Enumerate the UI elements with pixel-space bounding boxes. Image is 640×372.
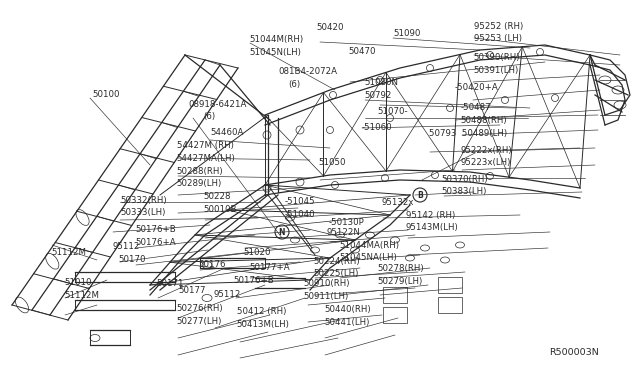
Text: 50390(RH): 50390(RH): [474, 53, 520, 62]
Text: -51040: -51040: [284, 210, 315, 219]
Text: 50370(RH): 50370(RH): [442, 175, 488, 184]
Text: 51045NA(LH): 51045NA(LH): [339, 253, 397, 262]
Bar: [438, 277, 462, 293]
Text: 50288(RH): 50288(RH): [177, 167, 223, 176]
Text: 50177+A: 50177+A: [250, 263, 290, 272]
Text: B: B: [417, 190, 423, 199]
Text: 50420: 50420: [317, 23, 344, 32]
Text: 50010B: 50010B: [204, 205, 237, 214]
Bar: [383, 287, 407, 303]
Text: 51080N: 51080N: [365, 78, 399, 87]
Text: 50383(LH): 50383(LH): [442, 187, 487, 196]
Text: 51090: 51090: [394, 29, 421, 38]
Text: 54427M (RH): 54427M (RH): [177, 141, 234, 150]
Bar: [383, 307, 407, 323]
Text: (6): (6): [204, 112, 216, 121]
Text: 50177: 50177: [178, 286, 205, 295]
Text: 51044MA(RH): 51044MA(RH): [339, 241, 399, 250]
Text: 51044M(RH): 51044M(RH): [250, 35, 304, 44]
Text: 50225(LH): 50225(LH): [314, 269, 359, 278]
Text: 95142 (RH): 95142 (RH): [406, 211, 455, 219]
Text: 95253 (LH): 95253 (LH): [474, 34, 522, 43]
Text: 50176+B: 50176+B: [233, 276, 274, 285]
Text: -50420+A: -50420+A: [454, 83, 498, 92]
Text: 50470: 50470: [349, 47, 376, 56]
Text: 50170: 50170: [118, 255, 146, 264]
Text: 95223x(LH): 95223x(LH): [461, 158, 511, 167]
Text: 95122N: 95122N: [326, 228, 360, 237]
Text: 50412 (RH): 50412 (RH): [237, 307, 286, 316]
Bar: [438, 297, 462, 313]
Text: 95222x(RH): 95222x(RH): [461, 146, 513, 155]
Text: 50276(RH): 50276(RH): [177, 304, 223, 313]
Text: 50279(LH): 50279(LH): [378, 277, 423, 286]
Text: 50278(RH): 50278(RH): [378, 264, 424, 273]
Text: 51112M: 51112M: [51, 248, 86, 257]
Text: -51060: -51060: [362, 123, 392, 132]
Text: 50277(LH): 50277(LH): [177, 317, 222, 326]
Text: 95143M(LH): 95143M(LH): [406, 223, 458, 232]
Text: R500003N: R500003N: [549, 348, 599, 357]
Text: 51010: 51010: [64, 278, 92, 287]
Text: 51112M: 51112M: [64, 291, 99, 300]
Text: 51050: 51050: [319, 158, 346, 167]
Text: 54460A: 54460A: [210, 128, 243, 137]
Text: 50440(RH): 50440(RH): [324, 305, 371, 314]
Text: -50130P: -50130P: [328, 218, 364, 227]
Text: 50333(LH): 50333(LH): [120, 208, 166, 217]
Text: 50228: 50228: [204, 192, 231, 201]
Text: 50171: 50171: [157, 279, 184, 288]
Text: 08918-6421A: 08918-6421A: [189, 100, 247, 109]
Text: (6): (6): [288, 80, 300, 89]
Text: 54427MA(LH): 54427MA(LH): [177, 154, 236, 163]
Text: 51045N(LH): 51045N(LH): [250, 48, 301, 57]
Text: -50487: -50487: [461, 103, 492, 112]
Text: 95112: 95112: [112, 242, 140, 251]
Text: 50100: 50100: [93, 90, 120, 99]
Text: 51070-: 51070-: [378, 107, 408, 116]
Text: N: N: [279, 228, 285, 237]
Text: 50391(LH): 50391(LH): [474, 66, 519, 75]
Text: 50911(LH): 50911(LH): [303, 292, 349, 301]
Text: -51045: -51045: [284, 197, 315, 206]
Circle shape: [275, 225, 289, 239]
Text: 95112: 95112: [213, 290, 241, 299]
Text: 51020: 51020: [243, 248, 271, 257]
Circle shape: [413, 188, 427, 202]
Text: 50176: 50176: [198, 260, 226, 269]
Text: 95132x: 95132x: [381, 198, 414, 207]
Text: 50441(LH): 50441(LH): [324, 318, 370, 327]
Text: 50176+B: 50176+B: [136, 225, 177, 234]
Text: 50910(RH): 50910(RH): [303, 279, 350, 288]
Text: 50224(RH): 50224(RH): [314, 257, 360, 266]
Text: 50332(RH): 50332(RH): [120, 196, 167, 205]
Text: 50176+A: 50176+A: [136, 238, 176, 247]
Text: 50413M(LH): 50413M(LH): [237, 320, 290, 328]
Text: 50488(RH): 50488(RH): [461, 116, 508, 125]
Text: 95252 (RH): 95252 (RH): [474, 22, 523, 31]
Text: 081B4-2072A: 081B4-2072A: [278, 67, 337, 76]
Text: 50289(LH): 50289(LH): [177, 179, 222, 188]
Text: 50793  50489(LH): 50793 50489(LH): [429, 129, 507, 138]
Text: 50792: 50792: [365, 91, 392, 100]
